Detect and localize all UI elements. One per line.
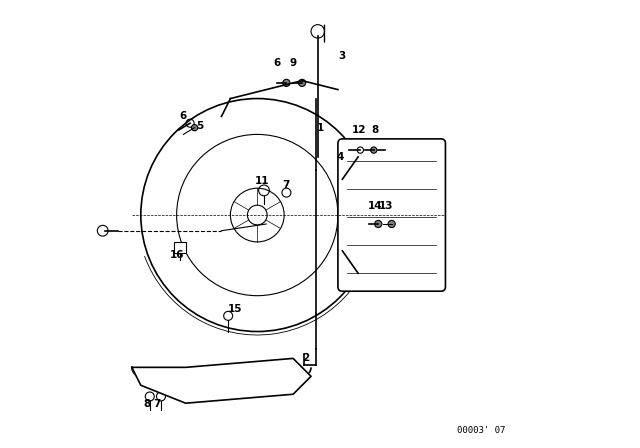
- Text: 6: 6: [180, 112, 187, 121]
- Text: 9: 9: [289, 58, 297, 68]
- FancyBboxPatch shape: [338, 139, 445, 291]
- Text: 12: 12: [352, 125, 367, 135]
- Text: 5: 5: [196, 121, 204, 131]
- Circle shape: [374, 220, 382, 228]
- Polygon shape: [132, 358, 311, 403]
- Text: 11: 11: [255, 177, 269, 186]
- Text: 1: 1: [316, 123, 324, 133]
- Text: 2: 2: [302, 353, 309, 363]
- Circle shape: [298, 79, 306, 86]
- Text: 8: 8: [371, 125, 379, 135]
- Text: 4: 4: [337, 152, 344, 162]
- Text: 6: 6: [273, 58, 280, 68]
- Circle shape: [388, 220, 396, 228]
- Text: 13: 13: [379, 201, 394, 211]
- Text: 8: 8: [143, 399, 150, 409]
- Text: 7: 7: [153, 399, 160, 409]
- Circle shape: [191, 125, 198, 131]
- Text: 00003' 07: 00003' 07: [457, 426, 506, 435]
- Text: 3: 3: [338, 51, 345, 61]
- Text: 15: 15: [228, 304, 242, 314]
- Text: 16: 16: [170, 250, 185, 260]
- Circle shape: [371, 147, 377, 153]
- Text: 14: 14: [368, 201, 383, 211]
- Circle shape: [283, 79, 290, 86]
- Text: 7: 7: [282, 180, 289, 190]
- Bar: [174, 242, 186, 253]
